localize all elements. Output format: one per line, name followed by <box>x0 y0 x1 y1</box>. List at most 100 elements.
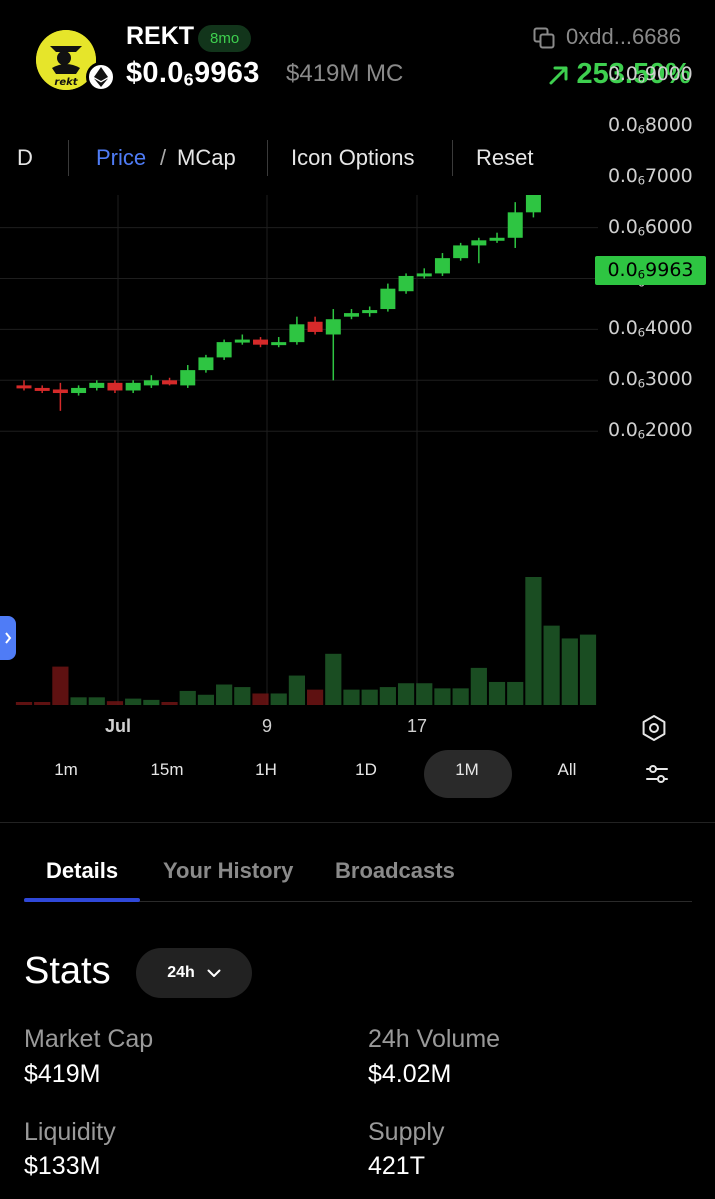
price-prefix: $0.0 <box>126 57 184 89</box>
candle-body <box>89 382 105 388</box>
price-change: 253.50% <box>547 58 692 91</box>
toolbar-icon-options[interactable]: Icon Options <box>291 145 415 170</box>
token-logo-text: rekt <box>54 77 78 88</box>
candle-body <box>216 342 232 358</box>
volume-bar <box>15 702 33 705</box>
volume-bar <box>216 684 233 705</box>
candle-body <box>453 245 469 259</box>
chevron-right-icon <box>5 632 12 644</box>
candle-body <box>362 310 378 314</box>
volume-bar <box>397 683 415 705</box>
candle-body <box>107 382 123 391</box>
price-digits: 9963 <box>193 57 260 89</box>
candle-body <box>52 389 68 394</box>
y-tick-label: 0.069000 <box>608 62 693 86</box>
volume-bar <box>416 683 433 705</box>
timeframe-1h[interactable]: 1H <box>255 760 277 779</box>
last-price-tag-digits: 9963 <box>645 259 694 281</box>
volume-bar <box>325 653 342 705</box>
volume-bar <box>125 698 142 705</box>
volume-bar <box>234 687 251 705</box>
ethereum-icon <box>86 62 116 92</box>
volume-bar <box>434 688 451 705</box>
toolbar-separator <box>452 140 453 176</box>
stat-market-cap-label: Market Cap <box>24 1025 154 1053</box>
candle-body <box>289 324 305 343</box>
stat-liquidity-value: $133M <box>24 1152 101 1180</box>
volume-bar <box>106 701 124 705</box>
contract-address[interactable]: 0xdd...6686 <box>566 24 681 49</box>
price-change-value: 253.50% <box>576 58 692 90</box>
y-tick-label: 0.068000 <box>608 113 693 137</box>
timeframe-1m[interactable]: 1m <box>54 760 78 779</box>
volume-bar <box>143 699 160 705</box>
volume-bar <box>579 634 597 705</box>
timeframe-all[interactable]: All <box>557 760 577 779</box>
candle-body <box>253 339 269 345</box>
tab-broadcasts[interactable]: Broadcasts <box>335 858 455 883</box>
volume-bar <box>452 688 469 705</box>
price-chart[interactable] <box>0 195 600 705</box>
x-tick-label: Jul <box>104 716 132 736</box>
candle-body <box>71 387 87 394</box>
volume-bar <box>270 693 287 705</box>
candle-body <box>416 273 432 277</box>
candle-body <box>198 357 214 371</box>
toolbar-reset[interactable]: Reset <box>476 145 534 170</box>
arrow-up-right-icon <box>549 66 567 84</box>
toolbar-mcap-toggle[interactable]: MCap <box>177 145 236 170</box>
y-tick-label: 0.064000 <box>608 317 693 340</box>
y-tick-label: 0.066000 <box>608 215 693 238</box>
chart-settings-icon[interactable] <box>640 714 668 742</box>
sliders-icon[interactable] <box>645 762 669 786</box>
timeframe-1d[interactable]: 1D <box>355 760 377 779</box>
copy-icon[interactable] <box>533 27 555 49</box>
stats-title: Stats <box>24 950 111 992</box>
candle-body <box>180 370 196 386</box>
candle-body <box>525 195 541 213</box>
volume-bar <box>70 697 87 705</box>
volume-bar <box>288 675 305 705</box>
candle-body <box>343 313 359 317</box>
toolbar-separator <box>68 140 69 176</box>
toolbar-timeframe-d[interactable]: D <box>17 145 33 170</box>
candle-body <box>325 319 341 335</box>
candle-body <box>434 258 450 274</box>
tab-your-history[interactable]: Your History <box>163 858 294 883</box>
stat-volume-value: $4.02M <box>368 1060 452 1088</box>
timeframe-active-pill <box>424 750 512 798</box>
candle-body <box>234 339 250 343</box>
volume-bar <box>88 697 105 705</box>
timeframe-1mo[interactable]: 1M <box>455 760 479 779</box>
x-tick-label: 9 <box>261 716 273 736</box>
stats-period-select[interactable]: 24h <box>136 948 252 998</box>
tab-details[interactable]: Details <box>46 858 119 883</box>
chevron-down-icon <box>207 969 221 977</box>
section-divider <box>0 822 715 823</box>
y-tick-label: 0.067000 <box>608 164 693 188</box>
token-age-badge: 8mo <box>198 25 252 52</box>
candle-body <box>489 237 505 241</box>
toolbar-separator <box>267 140 268 176</box>
last-price-tag-sub: 6 <box>637 267 646 282</box>
toolbar-price-toggle[interactable]: Price <box>96 145 147 170</box>
volume-bar <box>543 625 560 705</box>
tab-divider <box>24 901 692 902</box>
candle-body <box>271 342 287 346</box>
volume-bars <box>15 577 597 705</box>
volume-bar <box>343 689 360 705</box>
market-cap-summary: $419M MC <box>286 60 404 87</box>
stat-liquidity-label: Liquidity <box>24 1118 116 1146</box>
timeframe-15m[interactable]: 15m <box>150 760 184 779</box>
volume-bar <box>525 577 542 705</box>
last-price-tag: 0.069963 <box>595 256 706 285</box>
candle-body <box>162 380 178 385</box>
tab-active-underline <box>24 898 140 902</box>
volume-bar <box>561 638 578 705</box>
volume-bar <box>197 694 215 705</box>
price-zero-count: 6 <box>183 69 194 90</box>
volume-bar <box>252 693 269 705</box>
candle-body <box>307 321 323 332</box>
chart-grid <box>0 195 598 705</box>
side-panel-handle[interactable] <box>0 616 16 660</box>
